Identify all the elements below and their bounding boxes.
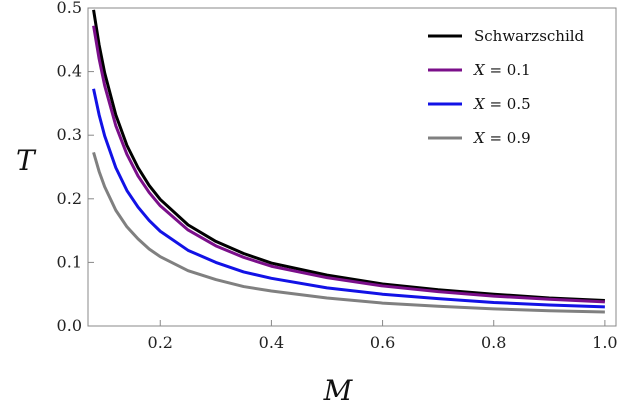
x-tick-label: 0.8 (481, 333, 506, 352)
x-tick-label: 0.2 (148, 333, 173, 352)
legend-label: X = 0.9 (473, 129, 531, 147)
y-tick-label: 0.1 (57, 252, 82, 271)
x-tick-label: 0.4 (259, 333, 284, 352)
series-line-2 (92, 88, 605, 309)
legend-label: Schwarzschild (474, 27, 585, 45)
y-tick-label: 0.2 (57, 189, 82, 208)
x-axis-ticks: 0.2 0.4 0.6 0.8 1.0 (148, 320, 618, 352)
y-axis-label: T (16, 144, 37, 177)
legend-label: X = 0.1 (473, 61, 531, 79)
y-tick-label: 0.0 (57, 316, 82, 335)
y-axis-ticks: 0.0 0.1 0.2 0.3 0.4 0.5 (57, 0, 94, 335)
legend-label: X = 0.5 (473, 95, 531, 113)
series-line-0 (92, 9, 605, 303)
y-tick-label: 0.4 (57, 62, 82, 81)
x-tick-label: 0.6 (370, 333, 395, 352)
x-tick-label: 1.0 (592, 333, 617, 352)
series-line-3 (92, 151, 605, 314)
y-tick-label: 0.5 (57, 0, 82, 17)
series-lines (92, 9, 605, 314)
x-axis-label: M (323, 374, 354, 407)
y-tick-label: 0.3 (57, 125, 82, 144)
plot-frame (87, 7, 617, 327)
legend: Schwarzschild X = 0.1 X = 0.5 X = 0.9 (428, 27, 585, 147)
series-line-1 (92, 25, 605, 304)
